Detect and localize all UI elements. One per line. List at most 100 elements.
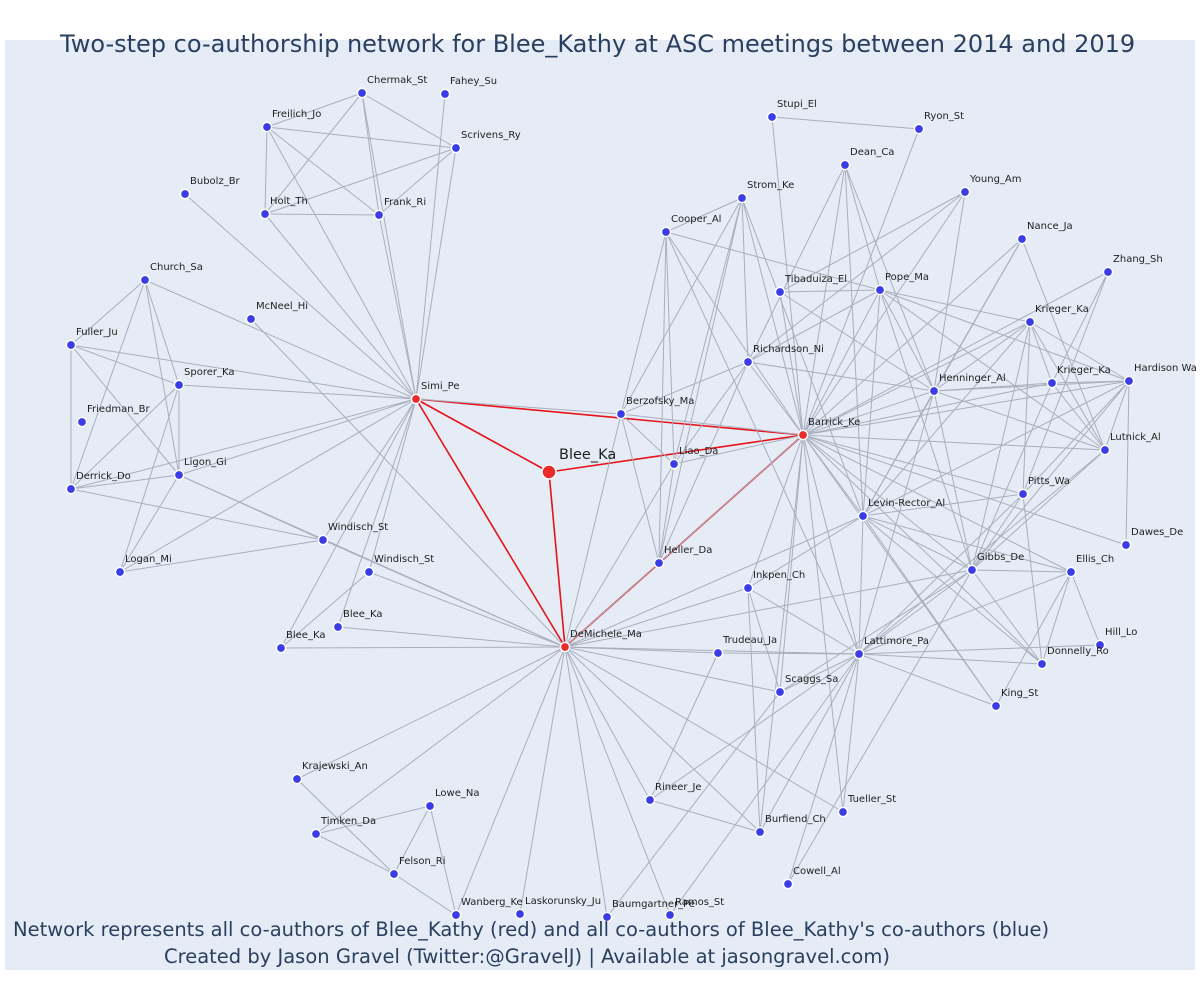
edge-simi_pe-church_sa <box>144 279 417 400</box>
node-barrick_ke[interactable] <box>797 429 809 441</box>
edge-tibaduiza_el-pope_ma <box>779 289 881 293</box>
node-krieger_ka1[interactable] <box>1024 316 1036 328</box>
node-label-liao_da: Liao_Da <box>679 446 718 457</box>
edge-krieger_ka2-hardison_wa <box>1051 380 1130 384</box>
node-ligon_gi[interactable] <box>173 469 185 481</box>
node-cowell_al[interactable] <box>782 878 794 890</box>
node-stupi_el[interactable] <box>766 111 778 123</box>
node-rineer_je[interactable] <box>644 794 656 806</box>
edge-lattimore_pa-tueller_st <box>842 653 860 813</box>
node-gibbs_de[interactable] <box>966 564 978 576</box>
node-dawes_de[interactable] <box>1120 539 1132 551</box>
edge-gibbs_de-cowell_al <box>787 569 973 885</box>
node-label-holt_th: Holt_Th <box>270 196 308 207</box>
edge-timken_da-felson_ri <box>315 833 395 875</box>
edge-simi_pe-bubolz_br <box>184 193 417 400</box>
node-derrick_do[interactable] <box>65 483 77 495</box>
edge-barrick_ke-berzofsky_ma <box>620 413 804 436</box>
node-bubolz_br[interactable] <box>179 188 191 200</box>
node-sporer_ka[interactable] <box>173 379 185 391</box>
node-young_am[interactable] <box>959 186 971 198</box>
node-levin_rector_al[interactable] <box>857 510 869 522</box>
edge-lattimore_pa-king_st <box>858 653 997 707</box>
node-nance_ja[interactable] <box>1016 233 1028 245</box>
node-mcneel_hi[interactable] <box>245 313 257 325</box>
node-label-wanberg_ke: Wanberg_Ke <box>461 897 523 908</box>
node-blee_ka2[interactable] <box>332 621 344 633</box>
node-lutnick_al[interactable] <box>1099 444 1111 456</box>
edge-young_am-tibaduiza_el <box>779 191 966 293</box>
node-strom_ke[interactable] <box>736 192 748 204</box>
node-ramos_st[interactable] <box>664 909 676 921</box>
node-label-levin_rector_al: Levin-Rector_Al <box>868 498 945 509</box>
node-label-felson_ri: Felson_Ri <box>399 856 446 867</box>
node-wanberg_ke[interactable] <box>450 909 462 921</box>
edge-levin_rector_al-king_st <box>862 515 997 707</box>
node-label-blee_ka_main: Blee_Ka <box>559 447 616 463</box>
node-friedman_br[interactable] <box>76 416 88 428</box>
node-krieger_ka2[interactable] <box>1046 377 1058 389</box>
edge-cooper_al-lattimore_pa <box>665 231 860 655</box>
node-blee_ka3[interactable] <box>275 642 287 654</box>
node-ellis_ch[interactable] <box>1065 566 1077 578</box>
node-pope_ma[interactable] <box>874 284 886 296</box>
node-fahey_su[interactable] <box>439 88 451 100</box>
node-frank_ri[interactable] <box>373 209 385 221</box>
edge-dean_ca-pope_ma <box>844 164 881 291</box>
node-felson_ri[interactable] <box>388 868 400 880</box>
node-laskorunsky_ju[interactable] <box>514 908 526 920</box>
edge-strom_ke-cooper_al <box>665 197 743 233</box>
node-fuller_ju[interactable] <box>65 339 77 351</box>
edge-lattimore_pa-burfiend_ch <box>759 653 860 833</box>
node-berzofsky_ma[interactable] <box>615 408 627 420</box>
edge-church_sa-derrick_do <box>70 279 146 490</box>
node-donnelly_ro[interactable] <box>1036 658 1048 670</box>
edge-demichele_ma-krajewski_an <box>296 646 566 780</box>
node-church_sa[interactable] <box>139 274 151 286</box>
node-liao_da[interactable] <box>668 458 680 470</box>
node-tueller_st[interactable] <box>837 806 849 818</box>
node-simi_pe[interactable] <box>410 393 422 405</box>
node-scaggs_sa[interactable] <box>774 686 786 698</box>
edge-krieger_ka2-gibbs_de <box>971 382 1053 571</box>
node-pitts_wa[interactable] <box>1017 488 1029 500</box>
node-richardson_ni[interactable] <box>742 356 754 368</box>
node-zhang_sh[interactable] <box>1102 266 1114 278</box>
node-label-fuller_ju: Fuller_Ju <box>76 327 118 338</box>
edge-simi_pe-chermak_st <box>361 92 417 400</box>
node-blee_ka_main[interactable] <box>541 464 557 480</box>
node-freilich_jo[interactable] <box>261 121 273 133</box>
node-burfiend_ch[interactable] <box>754 826 766 838</box>
node-hill_lo[interactable] <box>1094 639 1106 651</box>
node-timken_da[interactable] <box>310 828 322 840</box>
node-lattimore_pa[interactable] <box>853 648 865 660</box>
node-dean_ca[interactable] <box>839 159 851 171</box>
node-trudeau_ja[interactable] <box>712 647 724 659</box>
edge-barrick_ke-lattimore_pa <box>802 434 860 655</box>
edge-pope_ma-gibbs_de <box>879 289 973 571</box>
node-logan_mi[interactable] <box>114 566 126 578</box>
node-windisch_st2[interactable] <box>363 566 375 578</box>
node-hardison_wa[interactable] <box>1123 375 1135 387</box>
node-baumgartner_pe[interactable] <box>601 911 613 923</box>
edge-pitts_wa-gibbs_de <box>971 493 1024 571</box>
node-krajewski_an[interactable] <box>291 773 303 785</box>
node-windisch_st1[interactable] <box>317 534 329 546</box>
node-cooper_al[interactable] <box>660 226 672 238</box>
node-heller_da[interactable] <box>653 557 665 569</box>
edge-chermak_st-scrivens_ry <box>361 92 457 149</box>
edge-strom_ke-liao_da <box>673 197 743 465</box>
node-king_st[interactable] <box>990 700 1002 712</box>
node-demichele_ma[interactable] <box>559 641 571 653</box>
node-chermak_st[interactable] <box>356 87 368 99</box>
node-inkpen_ch[interactable] <box>742 582 754 594</box>
node-ryon_st[interactable] <box>913 123 925 135</box>
edge-cooper_al-pope_ma <box>665 231 881 291</box>
edge-trudeau_ja-rineer_je <box>649 652 719 801</box>
node-scrivens_ry[interactable] <box>450 142 462 154</box>
node-tibaduiza_el[interactable] <box>774 286 786 298</box>
node-holt_th[interactable] <box>259 208 271 220</box>
node-henninger_al[interactable] <box>928 385 940 397</box>
edge-strom_ke-berzofsky_ma <box>620 197 743 415</box>
node-lowe_na[interactable] <box>424 800 436 812</box>
